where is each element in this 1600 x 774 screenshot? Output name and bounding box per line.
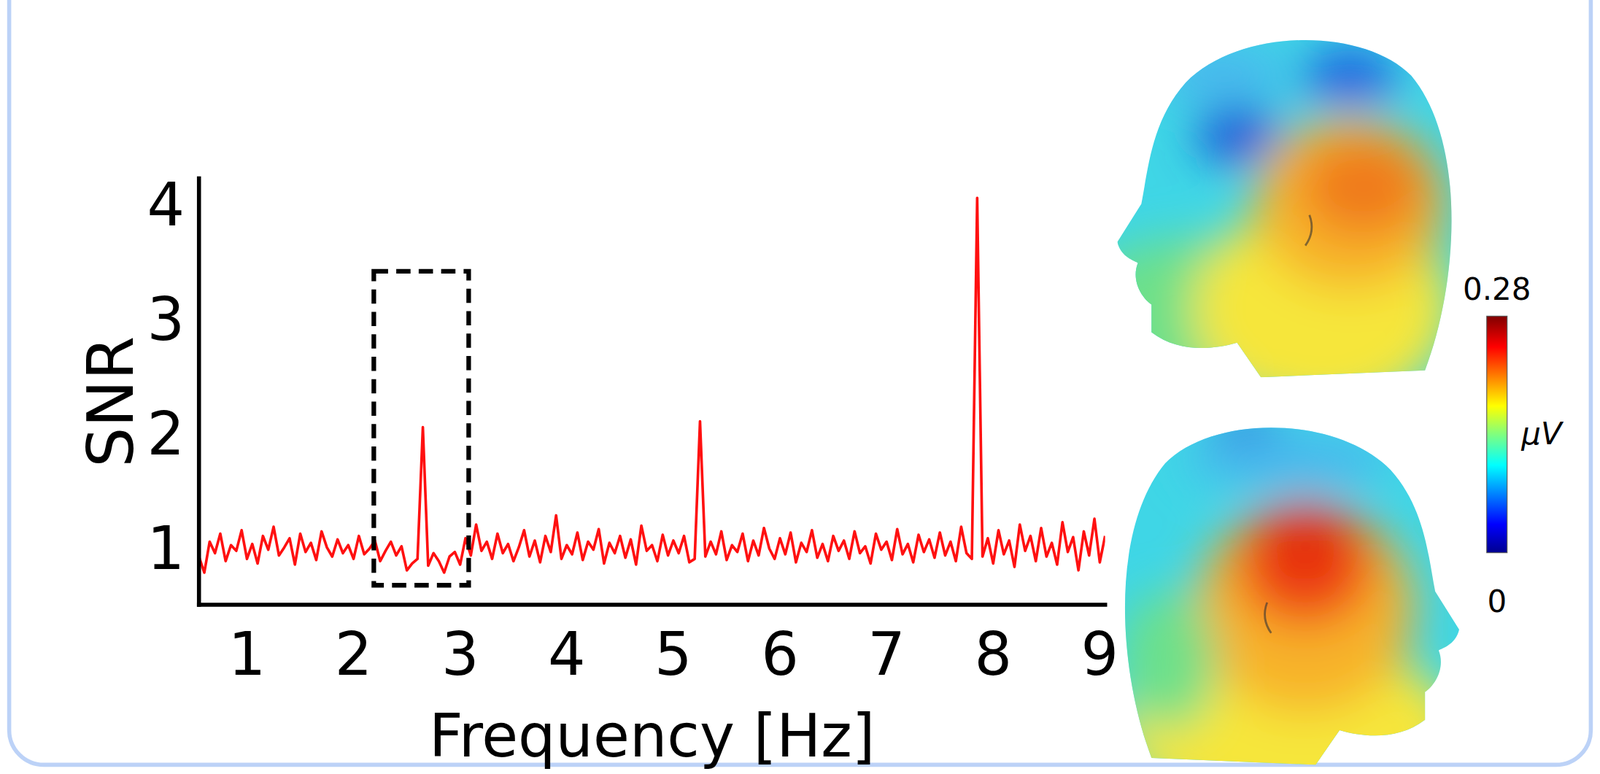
y-tick-label: 1 (147, 514, 186, 583)
plot-marks (199, 197, 1106, 573)
colorbar (1486, 315, 1508, 553)
x-tick-label: 4 (547, 620, 586, 689)
head-topography (1096, 397, 1479, 774)
x-axis-title: Frequency [Hz] (429, 701, 876, 771)
snr-line (199, 197, 1106, 573)
x-tick-label: 1 (228, 620, 267, 689)
y-tick-label: 4 (147, 170, 186, 240)
colorbar-tick-label: 0.28 (1462, 271, 1531, 308)
frame (9, 0, 1592, 765)
y-axis-title: SNR (74, 336, 148, 468)
x-tick-label: 7 (867, 620, 906, 689)
x-axis (199, 602, 1106, 608)
x-tick-label: 2 (334, 620, 373, 689)
x-tick-label: 8 (974, 620, 1012, 689)
y-tick-label: 2 (147, 399, 186, 469)
colorbar-label: μV (1520, 415, 1565, 452)
y-axis (196, 178, 202, 605)
x-tick-label: 9 (1081, 620, 1120, 689)
x-tick-label: 6 (760, 620, 799, 689)
head-topography (1065, 10, 1480, 413)
colorbar-tick-label: 0 (1486, 583, 1507, 620)
chart: 1234123456789Frequency [Hz]SNR00.28μV (0, 0, 1600, 774)
y-tick-label: 3 (147, 285, 186, 354)
x-tick-label: 5 (654, 620, 693, 689)
highlight-box (373, 271, 469, 586)
x-tick-label: 3 (441, 620, 480, 689)
